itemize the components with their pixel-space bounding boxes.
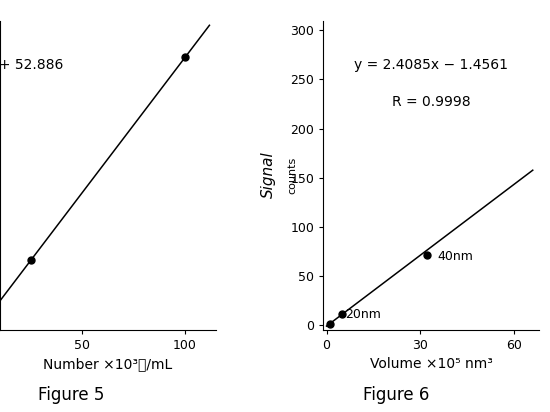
Text: 40nm: 40nm: [437, 250, 474, 262]
Text: counts: counts: [288, 157, 298, 194]
X-axis label: Number ×10³个/mL: Number ×10³个/mL: [43, 357, 173, 371]
Text: y = 2.4085x − 1.4561: y = 2.4085x − 1.4561: [354, 58, 508, 72]
Point: [325, 321, 334, 327]
X-axis label: Volume ×10⁵ nm³: Volume ×10⁵ nm³: [370, 357, 493, 371]
Text: R = 0.9998: R = 0.9998: [392, 95, 470, 109]
Point: [180, 54, 189, 61]
Text: y = 2.884x + 52.886: y = 2.884x + 52.886: [0, 58, 63, 72]
Point: [26, 257, 35, 264]
Text: Figure 5: Figure 5: [39, 386, 104, 404]
Text: Signal: Signal: [261, 152, 276, 199]
Text: Figure 6: Figure 6: [363, 386, 429, 404]
Point: [338, 311, 346, 317]
Point: [422, 252, 431, 258]
Text: 20nm: 20nm: [345, 309, 381, 321]
